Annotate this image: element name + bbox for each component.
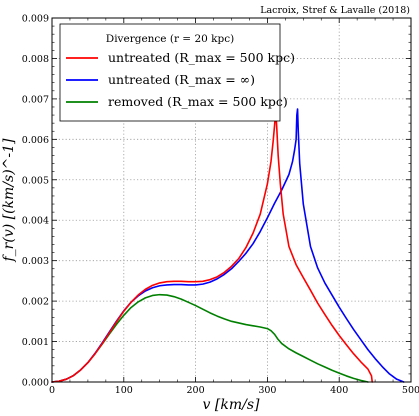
chart-credit: Lacroix, Stref & Lavalle (2018) xyxy=(260,5,410,16)
legend-label-blue: untreated (R_max = ∞) xyxy=(108,72,255,87)
axis-ticks xyxy=(51,17,412,383)
y-tick-label: 0.005 xyxy=(22,175,49,186)
series-line-0 xyxy=(51,114,374,383)
y-tick-label: 0.002 xyxy=(22,297,49,308)
legend-box xyxy=(59,23,281,122)
y-tick-label: 0.004 xyxy=(22,216,49,227)
series-layer xyxy=(51,108,405,383)
y-tick-label: 0.008 xyxy=(22,54,49,65)
y-tick-label: 0.003 xyxy=(22,256,49,267)
x-tick-label: 300 xyxy=(258,385,276,396)
x-tick-label: 0 xyxy=(49,385,55,396)
legend-label-green: removed (R_max = 500 kpc) xyxy=(108,94,288,109)
x-tick-label: 500 xyxy=(402,385,419,396)
y-tick-label: 0.009 xyxy=(22,14,49,25)
legend: Divergence (r = 20 kpc) untreated (R_max… xyxy=(59,23,295,122)
x-tick-label: 400 xyxy=(330,385,348,396)
x-axis-label: v [km/s] xyxy=(203,397,260,413)
y-tick-label: 0.006 xyxy=(22,135,49,146)
x-tick-label: 100 xyxy=(115,385,133,396)
y-tick-label: 0.000 xyxy=(22,378,49,389)
grid-lines xyxy=(52,18,411,382)
y-axis-label: f_r(v) [(km/s)^-1] xyxy=(1,138,17,263)
x-tick-label: 200 xyxy=(187,385,205,396)
legend-title: Divergence (r = 20 kpc) xyxy=(106,33,234,45)
x-tick-labels: 0 100 200 300 400 500 xyxy=(49,385,419,396)
legend-label-red: untreated (R_max = 500 kpc) xyxy=(108,50,295,65)
y-tick-labels: 0.000 0.001 0.002 0.003 0.004 0.005 0.006 0.007… xyxy=(22,14,49,389)
y-tick-label: 0.007 xyxy=(22,94,49,105)
y-tick-label: 0.001 xyxy=(22,337,49,348)
